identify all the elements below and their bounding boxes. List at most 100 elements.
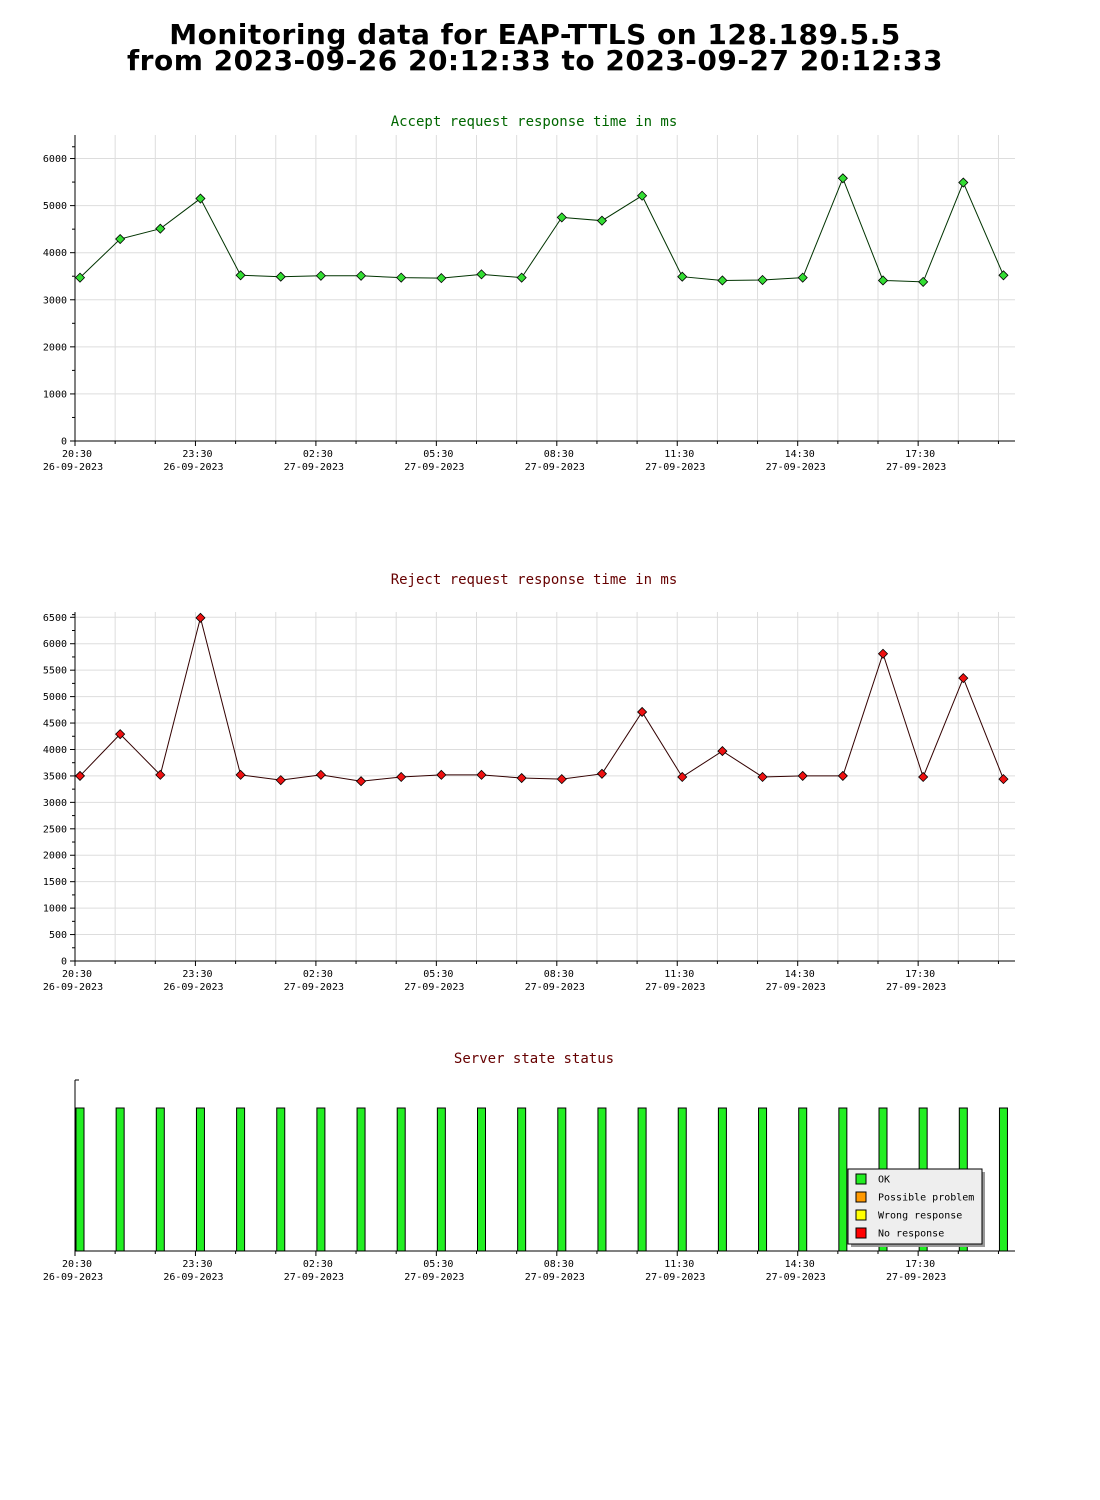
x-tick-label-date: 26-09-2023 xyxy=(163,462,223,473)
x-tick-label-time: 20:30 xyxy=(62,449,92,460)
accept-chart-y-ticks: 0 1000 2000 3000 4000 5000 6000 xyxy=(43,146,75,448)
legend-swatch xyxy=(855,1191,867,1203)
data-point xyxy=(275,775,286,786)
x-tick-label-date: 27-09-2023 xyxy=(404,1272,464,1283)
status-bar xyxy=(356,1107,366,1252)
page-title-line-1: Monitoring data for EAP-TTLS on 128.189.… xyxy=(169,18,901,51)
x-tick-label-time: 17:30 xyxy=(905,969,935,980)
x-tick-label-date: 26-09-2023 xyxy=(163,1272,223,1283)
data-point xyxy=(998,774,1009,785)
legend-box xyxy=(847,1168,983,1245)
x-tick-label-date: 27-09-2023 xyxy=(284,462,344,473)
status-chart-title: Server state status xyxy=(454,1051,614,1067)
server-state-chart: Server state status 20:30 26-09-2023 23:30… xyxy=(43,1051,1015,1283)
x-tick-label-time: 02:30 xyxy=(303,1259,333,1270)
status-bar xyxy=(396,1107,406,1252)
x-tick-label-time: 23:30 xyxy=(182,1259,212,1270)
x-tick-label-time: 20:30 xyxy=(62,1259,92,1270)
status-bar xyxy=(195,1107,205,1252)
status-chart-legend: OK Possible problem Wrong response No respo… xyxy=(847,1168,985,1247)
x-tick-label-time: 05:30 xyxy=(423,449,453,460)
x-tick-label-date: 27-09-2023 xyxy=(404,462,464,473)
data-point xyxy=(797,272,808,283)
status-bar xyxy=(115,1107,125,1252)
x-tick-label-date: 27-09-2023 xyxy=(766,462,826,473)
x-tick-label-time: 14:30 xyxy=(785,1259,815,1270)
data-point xyxy=(155,223,166,234)
x-tick-label-time: 14:30 xyxy=(785,449,815,460)
x-tick-label-date: 27-09-2023 xyxy=(525,982,585,993)
series-line xyxy=(79,617,1004,782)
data-point xyxy=(235,769,246,780)
status-bar xyxy=(798,1107,808,1252)
x-tick-label-date: 27-09-2023 xyxy=(886,1272,946,1283)
x-tick-label-date: 27-09-2023 xyxy=(645,462,705,473)
x-tick-label-time: 23:30 xyxy=(182,449,212,460)
data-point xyxy=(476,769,487,780)
data-point xyxy=(677,771,688,783)
data-point xyxy=(315,769,326,780)
x-tick-label-time: 17:30 xyxy=(905,1259,935,1270)
data-point xyxy=(958,673,969,684)
data-point xyxy=(74,770,86,781)
data-point xyxy=(797,770,808,781)
x-tick-label-time: 05:30 xyxy=(423,1259,453,1270)
data-point xyxy=(677,271,688,282)
x-tick-label-date: 26-09-2023 xyxy=(43,1272,103,1283)
status-bar xyxy=(316,1107,326,1252)
data-point xyxy=(516,772,527,784)
y-tick-label: 1000 xyxy=(43,904,67,915)
y-tick-label: 2000 xyxy=(43,342,67,353)
data-point xyxy=(637,706,648,718)
data-point xyxy=(998,270,1009,281)
x-tick-label-time: 11:30 xyxy=(664,969,694,980)
reject-chart-grid xyxy=(74,612,1015,962)
x-tick-label-time: 02:30 xyxy=(303,449,333,460)
y-tick-label: 5500 xyxy=(43,666,67,677)
x-tick-label-date: 26-09-2023 xyxy=(163,982,223,993)
data-point xyxy=(918,771,929,783)
status-bar xyxy=(155,1107,165,1252)
y-tick-label: 0 xyxy=(61,957,67,968)
x-tick-label-date: 27-09-2023 xyxy=(525,462,585,473)
y-tick-label: 5000 xyxy=(43,201,67,212)
data-point xyxy=(195,193,206,204)
y-tick-label: 6000 xyxy=(43,154,67,165)
status-bar xyxy=(236,1107,246,1252)
data-point xyxy=(516,272,527,283)
data-point xyxy=(115,233,126,245)
reject-chart-y-ticks: 0 500 1000 1500 2000 2500 3000 3500 4000 4500 5000… xyxy=(43,613,75,968)
x-tick-label-time: 02:30 xyxy=(303,969,333,980)
data-point xyxy=(837,173,848,184)
data-point xyxy=(436,769,447,780)
x-tick-label-date: 27-09-2023 xyxy=(525,1272,585,1283)
data-point xyxy=(757,274,768,286)
reject-chart-x-ticks: 20:30 26-09-2023 23:30 26-09-2023 02:30 27-09… xyxy=(43,961,999,993)
data-point xyxy=(877,648,889,659)
accept-chart-axes xyxy=(74,135,1015,442)
accept-chart-title: Accept request response time in ms xyxy=(391,114,678,130)
y-tick-label: 1500 xyxy=(43,877,67,888)
status-bar xyxy=(436,1107,446,1252)
data-point xyxy=(596,215,608,226)
reject-chart-axes xyxy=(74,612,1015,962)
status-bar xyxy=(677,1107,687,1252)
x-tick-label-time: 17:30 xyxy=(905,449,935,460)
data-point xyxy=(115,729,126,740)
y-tick-label: 5000 xyxy=(43,692,67,703)
x-tick-label-date: 27-09-2023 xyxy=(284,982,344,993)
accept-chart-grid xyxy=(74,135,1015,442)
status-bar xyxy=(517,1107,527,1252)
x-tick-label-date: 27-09-2023 xyxy=(766,1272,826,1283)
x-tick-label-date: 27-09-2023 xyxy=(645,982,705,993)
reject-response-chart: Reject request response time in ms 0 500 1… xyxy=(43,572,1015,993)
x-tick-label-time: 11:30 xyxy=(664,1259,694,1270)
x-tick-label-date: 26-09-2023 xyxy=(43,982,103,993)
y-tick-label: 6000 xyxy=(43,639,67,650)
y-tick-label: 3000 xyxy=(43,295,67,306)
data-point xyxy=(958,177,969,188)
y-tick-label: 500 xyxy=(49,930,67,941)
status-chart-x-ticks: 20:30 26-09-2023 23:30 26-09-2023 02:30 27-09… xyxy=(43,1251,999,1283)
y-tick-label: 3000 xyxy=(43,798,67,809)
